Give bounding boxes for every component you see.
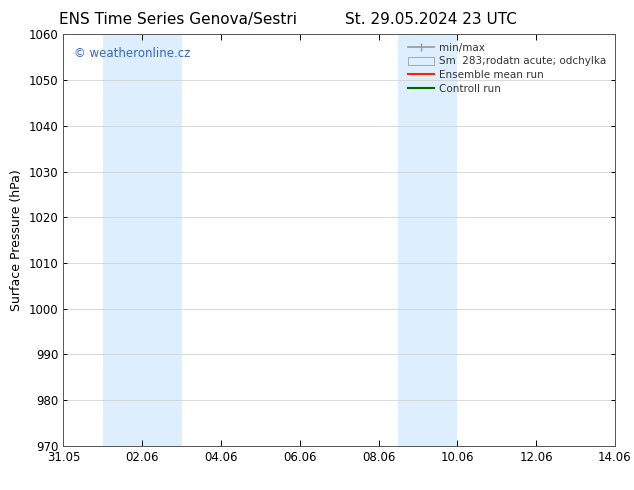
Legend: min/max, Sm  283;rodatn acute; odchylka, Ensemble mean run, Controll run: min/max, Sm 283;rodatn acute; odchylka, … xyxy=(404,39,611,98)
Y-axis label: Surface Pressure (hPa): Surface Pressure (hPa) xyxy=(10,169,23,311)
Text: ENS Time Series Genova/Sestri: ENS Time Series Genova/Sestri xyxy=(58,12,297,27)
Bar xyxy=(103,34,181,446)
Text: © weatheronline.cz: © weatheronline.cz xyxy=(74,47,191,60)
Bar xyxy=(398,34,457,446)
Text: St. 29.05.2024 23 UTC: St. 29.05.2024 23 UTC xyxy=(345,12,517,27)
